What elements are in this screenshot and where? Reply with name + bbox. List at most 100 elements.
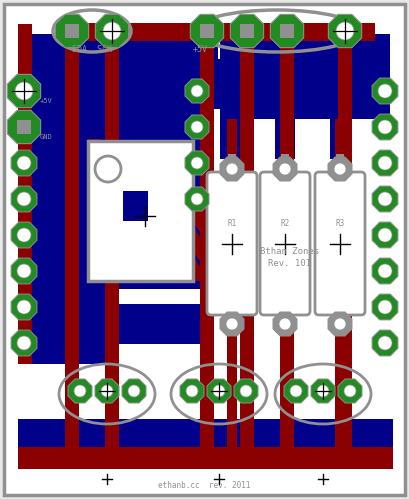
Polygon shape xyxy=(338,379,362,403)
Bar xyxy=(18,109,213,289)
Polygon shape xyxy=(118,141,230,281)
Bar xyxy=(281,154,289,176)
Polygon shape xyxy=(372,258,398,284)
Bar xyxy=(92,207,189,277)
FancyBboxPatch shape xyxy=(4,4,405,495)
Polygon shape xyxy=(328,14,362,47)
Polygon shape xyxy=(230,14,264,47)
Circle shape xyxy=(378,192,392,206)
Bar xyxy=(220,64,390,119)
Polygon shape xyxy=(372,330,398,356)
Bar xyxy=(228,154,236,176)
Polygon shape xyxy=(95,379,119,403)
Circle shape xyxy=(378,156,392,170)
Polygon shape xyxy=(273,312,297,336)
Circle shape xyxy=(378,120,392,134)
Circle shape xyxy=(191,85,203,97)
Circle shape xyxy=(186,385,198,397)
Circle shape xyxy=(74,385,86,397)
Bar xyxy=(220,109,240,159)
Polygon shape xyxy=(95,141,210,281)
Bar xyxy=(17,120,31,134)
Bar xyxy=(336,154,344,176)
Bar xyxy=(55,23,375,41)
Polygon shape xyxy=(220,312,244,336)
Circle shape xyxy=(317,385,329,397)
Bar xyxy=(240,29,254,469)
Circle shape xyxy=(378,264,392,278)
Text: ethanb.cc  rev. 2011: ethanb.cc rev. 2011 xyxy=(158,481,250,490)
Bar xyxy=(200,29,214,469)
Text: +5V: +5V xyxy=(40,98,53,104)
Polygon shape xyxy=(185,115,209,139)
Circle shape xyxy=(103,22,121,40)
Polygon shape xyxy=(372,186,398,212)
Bar xyxy=(18,447,393,469)
Polygon shape xyxy=(372,294,398,320)
Polygon shape xyxy=(7,74,40,108)
Polygon shape xyxy=(372,78,398,104)
Polygon shape xyxy=(372,114,398,140)
Polygon shape xyxy=(11,222,37,248)
Text: GND: GND xyxy=(40,134,53,140)
Bar xyxy=(123,191,148,221)
Circle shape xyxy=(191,157,203,169)
Circle shape xyxy=(334,318,346,330)
Bar xyxy=(280,29,294,469)
Polygon shape xyxy=(11,294,37,320)
Circle shape xyxy=(378,300,392,314)
Bar xyxy=(90,304,205,344)
Bar xyxy=(18,24,32,364)
Polygon shape xyxy=(185,151,209,175)
Polygon shape xyxy=(311,379,335,403)
Polygon shape xyxy=(11,186,37,212)
Bar xyxy=(200,24,214,38)
Circle shape xyxy=(128,385,140,397)
Polygon shape xyxy=(328,157,352,181)
Polygon shape xyxy=(220,157,244,181)
Polygon shape xyxy=(273,157,297,181)
Bar xyxy=(65,29,79,469)
Circle shape xyxy=(226,318,238,330)
Bar xyxy=(18,284,108,364)
FancyBboxPatch shape xyxy=(260,172,310,315)
Polygon shape xyxy=(234,379,258,403)
Circle shape xyxy=(17,192,31,206)
Polygon shape xyxy=(284,379,308,403)
Polygon shape xyxy=(11,258,37,284)
Circle shape xyxy=(378,336,392,350)
Bar xyxy=(228,311,236,333)
Polygon shape xyxy=(207,379,231,403)
Circle shape xyxy=(378,228,392,242)
Polygon shape xyxy=(138,141,250,281)
Polygon shape xyxy=(122,379,146,403)
Circle shape xyxy=(191,121,203,133)
Circle shape xyxy=(378,84,392,98)
Bar xyxy=(335,119,345,469)
Bar xyxy=(227,119,237,469)
Bar xyxy=(240,24,254,38)
Circle shape xyxy=(213,385,225,397)
Bar xyxy=(220,34,390,79)
Polygon shape xyxy=(372,150,398,176)
Bar xyxy=(18,34,218,109)
Circle shape xyxy=(17,156,31,170)
Bar xyxy=(105,29,119,469)
Text: +5V: +5V xyxy=(193,44,207,53)
Text: Bthan Zones: Bthan Zones xyxy=(261,247,319,255)
Polygon shape xyxy=(270,14,303,47)
Circle shape xyxy=(334,163,346,175)
Text: R3: R3 xyxy=(335,219,345,228)
Bar xyxy=(338,29,352,469)
Bar xyxy=(330,109,350,159)
Polygon shape xyxy=(372,222,398,248)
Polygon shape xyxy=(11,150,37,176)
Circle shape xyxy=(344,385,356,397)
Circle shape xyxy=(17,336,31,350)
Circle shape xyxy=(336,22,354,40)
Bar xyxy=(200,59,260,109)
Bar xyxy=(88,141,193,281)
Bar xyxy=(65,24,79,38)
Circle shape xyxy=(15,82,33,100)
Bar xyxy=(280,24,294,38)
